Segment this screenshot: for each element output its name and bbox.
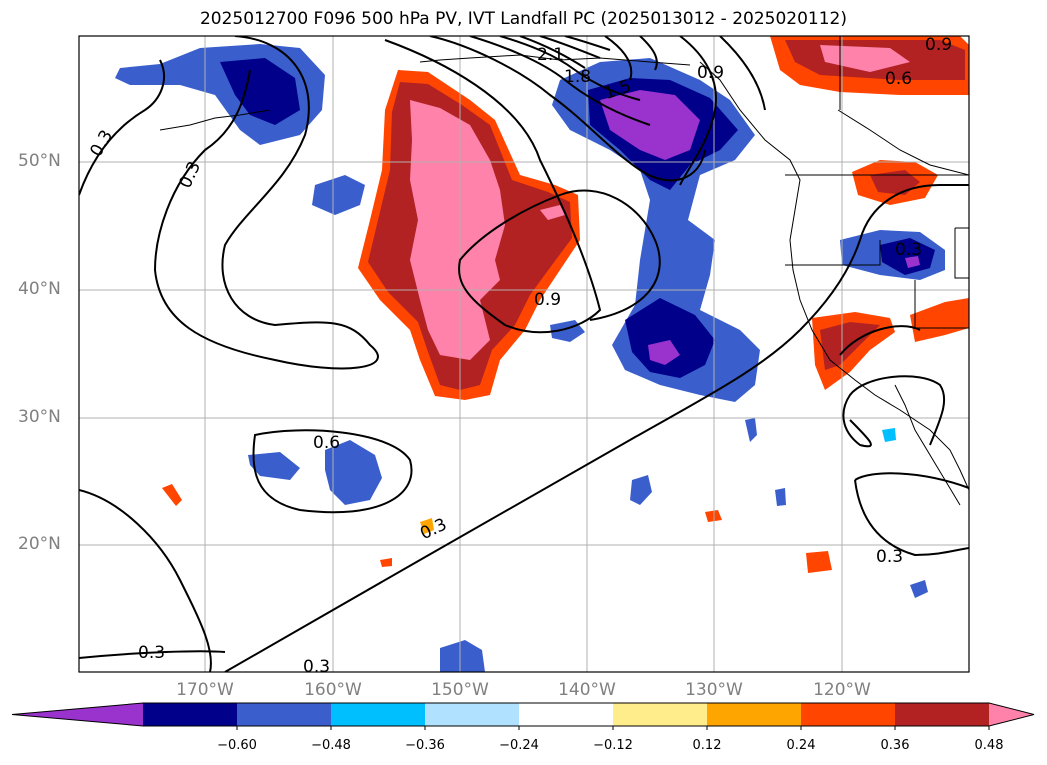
contour-label: 0.6 (313, 433, 340, 453)
lat-label-50n: 50°N (18, 151, 61, 171)
colorbar-tick-label: 0.36 (880, 738, 910, 753)
contour-label: 0.3 (417, 515, 450, 545)
lon-label-140w: 140°W (558, 680, 616, 700)
colorbar-segment (237, 703, 332, 726)
contour-label: 0.3 (86, 127, 117, 160)
pv-anomaly-shading (115, 36, 969, 672)
contour-label: 0.9 (925, 35, 952, 55)
contour-label: 0.3 (895, 240, 922, 260)
colorbar-tick-label: −0.24 (499, 738, 539, 753)
colorbar-tick-label: −0.60 (217, 738, 257, 753)
contour-label: 0.6 (885, 69, 912, 89)
colorbar-tick-label: 0.12 (692, 738, 722, 753)
colorbar-tick-label: 0.48 (974, 738, 1004, 753)
colorbar-outline (11, 702, 1035, 727)
colorbar-segment (895, 703, 990, 726)
coastlines (159, 36, 969, 506)
lon-label-120w: 120°W (813, 680, 871, 700)
colorbar-extend-max (989, 703, 1034, 726)
map-title: 2025012700 F096 500 hPa PV, IVT Landfall… (199, 9, 847, 29)
contour-label: 0.3 (138, 643, 165, 663)
contour-label: 0.3 (303, 657, 330, 677)
contour-label: 0.3 (176, 159, 206, 192)
colorbar-segment (519, 703, 614, 726)
lon-label-170w: 170°W (176, 680, 234, 700)
plot-frame (78, 35, 970, 673)
lat-label-20n: 20°N (18, 534, 61, 554)
colorbar-tick-label: −0.12 (593, 738, 633, 753)
lon-label-160w: 160°W (304, 680, 362, 700)
colorbar (11, 702, 1035, 730)
colorbar-tick-label: −0.36 (405, 738, 445, 753)
contour-label: 1.8 (564, 67, 591, 87)
colorbar-segment (613, 703, 708, 726)
colorbar-segment (707, 703, 802, 726)
lat-label-30n: 30°N (18, 407, 61, 427)
colorbar-segment (143, 703, 238, 726)
colorbar-extend-min (12, 703, 143, 726)
contour-lines (79, 36, 969, 672)
lon-label-150w: 150°W (431, 680, 489, 700)
lon-label-130w: 130°W (685, 680, 743, 700)
colorbar-tick-label: −0.48 (311, 738, 351, 753)
colorbar-segment (801, 703, 896, 726)
contour-label: 0.3 (876, 547, 903, 567)
contour-label: 2.1 (537, 45, 564, 65)
lat-label-40n: 40°N (18, 279, 61, 299)
colorbar-segment (331, 703, 426, 726)
contour-label: 0.9 (534, 290, 561, 310)
contour-label: 0.9 (697, 63, 724, 83)
colorbar-tick-label: 0.24 (786, 738, 816, 753)
colorbar-segment (425, 703, 520, 726)
